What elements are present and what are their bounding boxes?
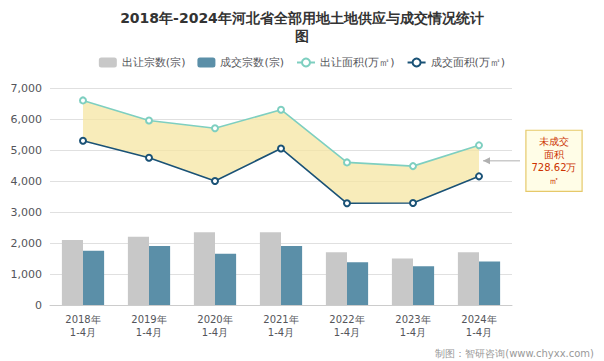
svg-text:2019年: 2019年 (131, 314, 166, 325)
svg-text:2018年-2024年河北省全部用地土地供应与成交情况统计: 2018年-2024年河北省全部用地土地供应与成交情况统计 (120, 10, 484, 26)
svg-text:成交宗数(宗): 成交宗数(宗) (220, 56, 284, 69)
svg-text:出让面积(万㎡): 出让面积(万㎡) (320, 56, 395, 69)
svg-text:1-4月: 1-4月 (466, 327, 492, 338)
svg-text:面积: 面积 (544, 149, 564, 160)
svg-text:7,000: 7,000 (11, 82, 43, 95)
svg-text:1,000: 1,000 (11, 268, 43, 281)
svg-text:2023年: 2023年 (395, 314, 430, 325)
svg-text:2018年: 2018年 (65, 314, 100, 325)
svg-text:2024年: 2024年 (461, 314, 496, 325)
svg-text:1-4月: 1-4月 (202, 327, 228, 338)
svg-text:㎡: ㎡ (549, 175, 559, 186)
svg-text:1-4月: 1-4月 (334, 327, 360, 338)
svg-text:未成交: 未成交 (539, 136, 569, 147)
svg-text:2022年: 2022年 (329, 314, 364, 325)
svg-text:728.62万: 728.62万 (532, 162, 577, 173)
svg-text:1-4月: 1-4月 (268, 327, 294, 338)
svg-text:图: 图 (295, 28, 309, 44)
svg-text:2020年: 2020年 (197, 314, 232, 325)
svg-text:制图：智研咨询(www.chyxx.com): 制图：智研咨询(www.chyxx.com) (435, 348, 594, 359)
svg-text:1-4月: 1-4月 (136, 327, 162, 338)
svg-text:5,000: 5,000 (11, 144, 43, 157)
svg-text:出让宗数(宗): 出让宗数(宗) (122, 56, 186, 69)
svg-text:0: 0 (35, 299, 42, 312)
svg-text:3,000: 3,000 (11, 206, 43, 219)
svg-text:1-4月: 1-4月 (400, 327, 426, 338)
svg-text:1-4月: 1-4月 (70, 327, 96, 338)
svg-text:6,000: 6,000 (11, 113, 43, 126)
svg-text:成交面积(万㎡): 成交面积(万㎡) (431, 56, 506, 69)
svg-text:2,000: 2,000 (11, 237, 43, 250)
svg-text:2021年: 2021年 (263, 314, 298, 325)
svg-text:4,000: 4,000 (11, 175, 43, 188)
